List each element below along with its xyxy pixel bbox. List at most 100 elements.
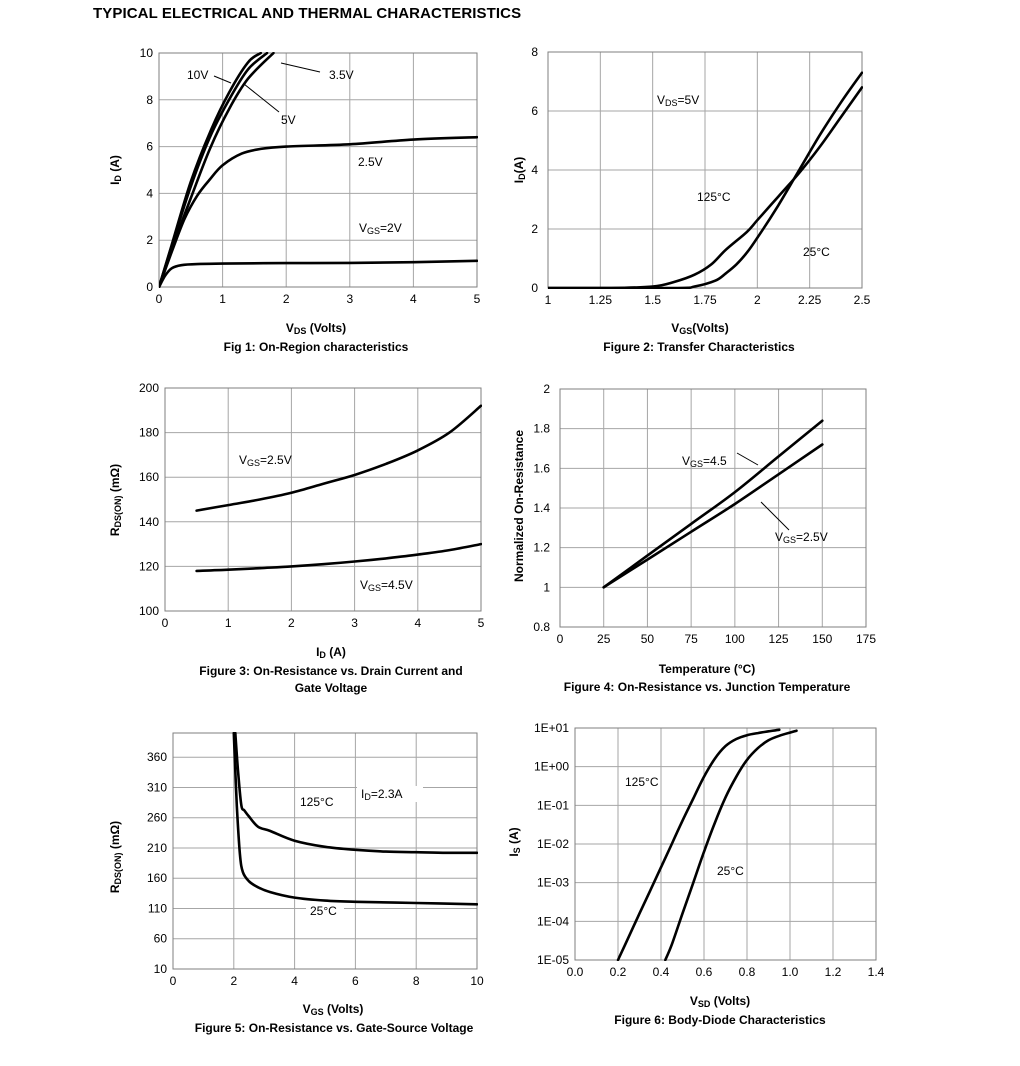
fig1-label-10v: 10V — [187, 68, 208, 82]
fig4-ytick-label: 1.6 — [533, 461, 550, 475]
fig5-ytick-label: 210 — [147, 841, 167, 855]
fig3-xtick-label: 5 — [478, 616, 485, 630]
fig1-xlabel: VDS (Volts) — [286, 321, 346, 336]
fig2-ytick-label: 4 — [531, 163, 538, 177]
fig3-ylabel: RDS(ON) (mΩ) — [108, 464, 123, 536]
fig2-series-1 — [548, 71, 863, 289]
fig5-xtick-label: 4 — [291, 974, 298, 988]
fig1-series-1 — [159, 52, 269, 288]
fig1-ytick-label: 2 — [146, 233, 153, 247]
fig1-label-5v: 5V — [281, 113, 296, 127]
fig5-ytick-label: 110 — [148, 901, 167, 915]
fig3-label-vgs45: VGS=4.5V — [360, 578, 413, 593]
fig3-label-vgs25: VGS=2.5V — [239, 453, 292, 468]
fig2-series-0 — [548, 86, 863, 289]
fig3-series-1 — [195, 542, 482, 573]
fig5-label-id: ID=2.3A — [361, 787, 403, 802]
fig6-ytick-label: 1E-03 — [537, 876, 569, 890]
fig3-caption-line2: Gate Voltage — [295, 681, 368, 695]
fig4-xtick-label: 25 — [597, 632, 611, 646]
fig3-ytick-label: 120 — [139, 559, 159, 573]
fig6-xtick-label: 1.2 — [825, 965, 842, 979]
fig4-ytick-label: 1.8 — [533, 422, 550, 436]
fig3-xtick-label: 3 — [351, 616, 358, 630]
fig1-series-3 — [159, 135, 478, 288]
fig5-chart: 0 2 4 6 8 10 10 60 110 160 210 260 310 360 VGS (Volts… — [108, 732, 484, 1035]
fig4-chart: 0 25 50 75 100 125 150 175 0.8 1 1.2 1.4 1.6 1.8 2 Tem… — [512, 382, 876, 694]
fig6-ylabel: IS (A) — [507, 827, 522, 856]
fig2-xlabel: VGS(Volts) — [671, 321, 728, 336]
fig4-label-vgs25: VGS=2.5V — [775, 530, 828, 545]
fig2-chart: 1 1.25 1.5 1.75 2 2.25 2.5 0 2 4 6 8 VGS(Volts) Fig… — [512, 45, 871, 354]
fig4-ytick-label: 0.8 — [533, 620, 550, 634]
fig1-series-4 — [159, 259, 478, 288]
fig4-ytick-label: 1.2 — [533, 541, 550, 555]
fig3-xtick-label: 1 — [225, 616, 232, 630]
fig1-xtick-label: 3 — [346, 292, 353, 306]
fig5-xlabel: VGS (Volts) — [303, 1002, 364, 1017]
fig3-plot-frame — [164, 387, 482, 612]
fig5-xtick-label: 0 — [170, 974, 177, 988]
fig1-label-vgs2v: VGS=2V — [359, 221, 402, 236]
fig1-xtick-label: 0 — [156, 292, 163, 306]
fig2-ytick-label: 8 — [531, 45, 538, 59]
fig4-label-vgs45: VGS=4.5 — [682, 454, 727, 469]
fig1-arrow-5v — [243, 83, 280, 113]
fig6-series-0 — [616, 728, 781, 961]
fig1-ytick-label: 0 — [146, 280, 153, 294]
fig1-xtick-label: 5 — [474, 292, 481, 306]
fig2-label-125c: 125°C — [697, 190, 731, 204]
fig4-series-1 — [602, 443, 824, 589]
fig2-xtick-label: 1 — [545, 293, 552, 307]
fig4-xtick-label: 150 — [812, 632, 832, 646]
fig3-ytick-label: 160 — [139, 470, 159, 484]
fig3-caption-line1: Figure 3: On-Resistance vs. Drain Curren… — [199, 664, 462, 678]
fig4-series-0 — [602, 419, 824, 589]
fig4-ytick-label: 1.4 — [533, 501, 550, 515]
fig5-xtick-label: 8 — [413, 974, 420, 988]
fig6-series-1 — [664, 729, 798, 961]
fig6-ytick-label: 1E-01 — [537, 798, 569, 812]
fig2-xtick-label: 2 — [754, 293, 761, 307]
fig2-xtick-label: 1.5 — [644, 293, 661, 307]
fig5-xtick-label: 2 — [230, 974, 237, 988]
fig5-label-id-bg — [357, 786, 423, 802]
fig6-xlabel: VSD (Volts) — [690, 994, 750, 1009]
fig2-xtick-label: 1.25 — [589, 293, 613, 307]
fig4-xtick-label: 175 — [856, 632, 876, 646]
fig1-arrow-10v — [213, 75, 232, 84]
fig1-label-2-5v: 2.5V — [358, 155, 383, 169]
fig1-ytick-label: 4 — [146, 186, 153, 200]
fig4-arrow-vgs45 — [736, 452, 759, 466]
fig2-label-vds: VDS=5V — [657, 93, 699, 108]
fig4-xtick-label: 0 — [557, 632, 564, 646]
fig3-xtick-label: 0 — [162, 616, 169, 630]
fig6-xtick-label: 0.8 — [739, 965, 756, 979]
fig1-label-3-5v: 3.5V — [329, 68, 354, 82]
fig2-xtick-label: 1.75 — [693, 293, 717, 307]
fig6-plot-frame — [574, 727, 877, 961]
fig4-caption: Figure 4: On-Resistance vs. Junction Tem… — [564, 680, 851, 694]
fig6-ytick-label: 1E-05 — [537, 953, 569, 967]
fig3-xtick-label: 2 — [288, 616, 295, 630]
fig5-ylabel: RDS(ON) (mΩ) — [108, 821, 123, 893]
fig6-ytick-label: 1E+00 — [534, 760, 569, 774]
fig1-plot-frame — [158, 52, 478, 288]
fig2-caption: Figure 2: Transfer Characteristics — [603, 340, 795, 354]
fig4-ylabel: Normalized On-Resistance — [512, 430, 526, 582]
fig2-label-25c: 25°C — [803, 245, 830, 259]
fig4-ytick-label: 2 — [543, 382, 550, 396]
fig2-xtick-label: 2.25 — [798, 293, 822, 307]
fig5-ytick-label: 260 — [147, 811, 167, 825]
fig2-ytick-label: 6 — [531, 104, 538, 118]
fig5-xtick-label: 6 — [352, 974, 359, 988]
fig5-series-0 — [234, 732, 478, 855]
fig6-xtick-label: 0.6 — [696, 965, 713, 979]
fig3-chart: 0 1 2 3 4 5 100 120 140 160 180 200 ID (A) Figure 3… — [108, 381, 485, 695]
fig6-xtick-label: 0.4 — [653, 965, 670, 979]
fig3-xlabel: ID (A) — [316, 645, 346, 660]
fig5-ytick-label: 160 — [147, 871, 167, 885]
fig1-ytick-label: 8 — [146, 93, 153, 107]
fig1-caption: Fig 1: On-Region characteristics — [224, 340, 409, 354]
fig6-xtick-label: 1.4 — [868, 965, 885, 979]
